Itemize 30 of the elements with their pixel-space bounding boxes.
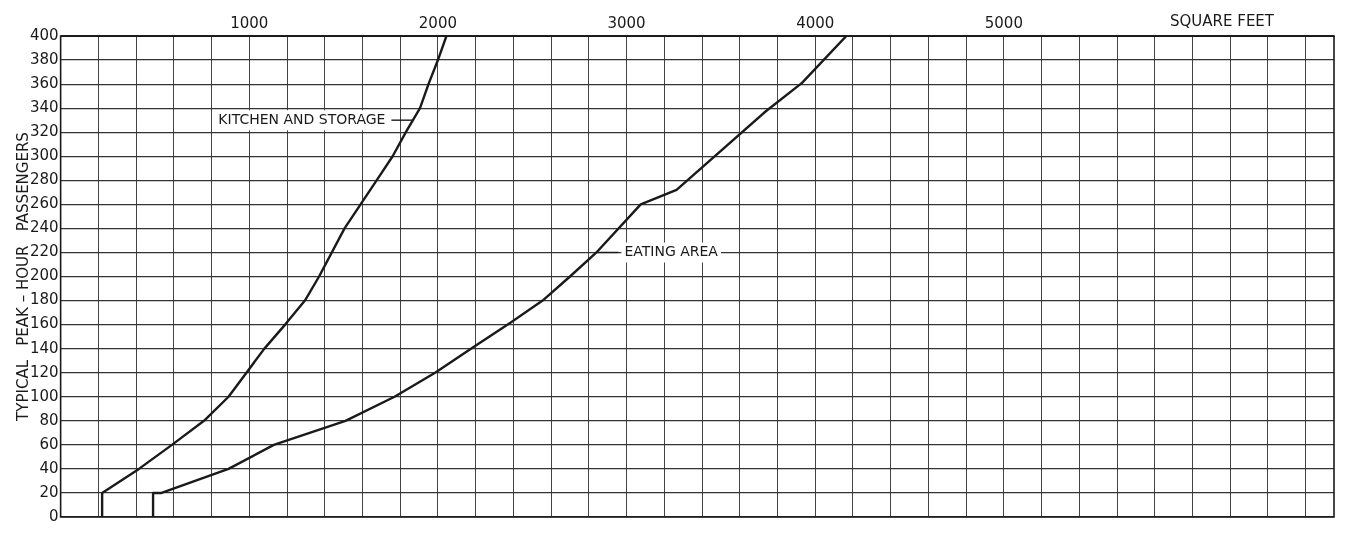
- y-tick-label: 60: [39, 434, 59, 453]
- y-tick-label: 180: [29, 290, 59, 309]
- x-tick-label: 2000: [418, 13, 458, 32]
- y-tick-label: 40: [39, 458, 59, 477]
- y-tick-label: 340: [29, 98, 59, 117]
- y-tick-label: 100: [29, 386, 59, 405]
- y-tick-label: 380: [29, 49, 59, 68]
- y-tick-label: 320: [29, 122, 59, 141]
- y-tick-label: 0: [49, 506, 59, 525]
- annotation: KITCHEN AND STORAGE: [218, 110, 386, 127]
- y-tick-label: 160: [29, 314, 59, 333]
- y-tick-label: 240: [29, 218, 59, 237]
- x-axis-title: SQUARE FEET: [1170, 12, 1275, 31]
- y-tick-label: 360: [29, 73, 59, 92]
- x-tick-label: 1000: [230, 13, 269, 32]
- y-tick-label: 140: [29, 338, 59, 357]
- x-tick-label: 3000: [607, 13, 646, 32]
- annotation: EATING AREA: [624, 243, 719, 260]
- y-tick-label: 300: [29, 146, 59, 165]
- x-tick-label: 4000: [796, 13, 835, 32]
- y-tick-label: 80: [39, 410, 59, 429]
- y-tick-label: 400: [29, 25, 59, 44]
- y-tick-label: 280: [29, 170, 59, 189]
- y-tick-label: 20: [39, 482, 59, 501]
- y-tick-label: 200: [29, 266, 59, 285]
- y-tick-label: 120: [29, 362, 59, 381]
- y-tick-label: 220: [29, 242, 59, 261]
- x-tick-label: 5000: [984, 13, 1023, 32]
- y-axis-title: TYPICAL PEAK – HOUR PASSENGERS: [13, 132, 32, 422]
- y-tick-label: 260: [29, 194, 59, 213]
